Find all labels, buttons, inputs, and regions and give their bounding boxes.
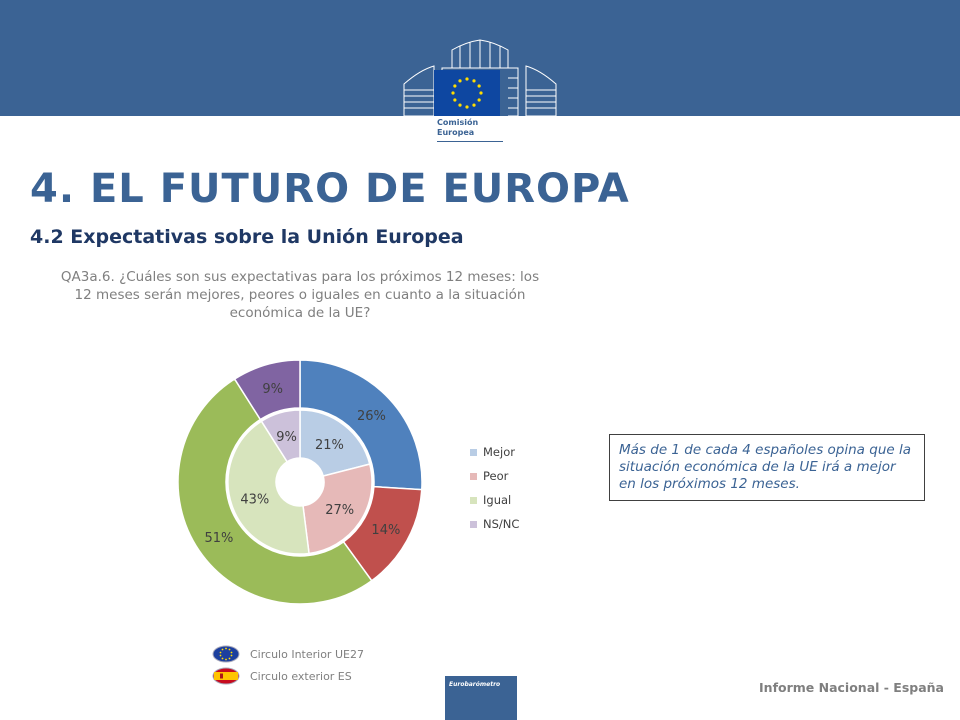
legend-item-mejor: Mejor: [470, 440, 590, 464]
inner-slice-nsnc: [260, 409, 301, 463]
legend-item-nsnc: NS/NC: [470, 512, 590, 536]
outer-slice-nsnc: [233, 359, 301, 421]
berlaymont-building-icon: [403, 39, 557, 117]
inner-slice-mejor: [299, 409, 371, 477]
outer-slice-mejor: [299, 359, 423, 491]
eurobarometro-logo: Eurobarómetro: [445, 676, 517, 720]
section-subtitle: 4.2 Expectativas sobre la Unión Europea: [30, 226, 464, 248]
logo-text: Comisión Europea: [437, 118, 507, 142]
ring-legend-outer: Circulo exterior ES: [212, 665, 364, 687]
footer-label: Informe Nacional - España: [759, 680, 944, 695]
outer-data-label: 9%: [262, 382, 283, 397]
callout-box: Más de 1 de cada 4 españoles opina que l…: [609, 434, 925, 501]
legend-swatch: [470, 496, 477, 504]
ring-legend-outer-label: Circulo exterior ES: [250, 669, 352, 683]
ring-legend-inner-label: Circulo Interior UE27: [250, 647, 364, 661]
chart-legend: Mejor Peor Igual NS/NC: [470, 440, 590, 536]
legend-swatch: [470, 520, 477, 528]
legend-swatch: [470, 472, 477, 480]
legend-label: Peor: [483, 469, 509, 483]
ring-legend: Circulo Interior UE27 Circulo exterior E…: [212, 643, 364, 687]
ring-legend-inner: Circulo Interior UE27: [212, 643, 364, 665]
inner-slice-igual: [227, 420, 310, 555]
eurobarometro-logo-text: Eurobarómetro: [449, 681, 501, 688]
inner-data-label: 27%: [325, 503, 354, 518]
legend-label: Mejor: [483, 445, 515, 459]
legend-item-peor: Peor: [470, 464, 590, 488]
logo-line-2: Europea: [437, 128, 475, 137]
inner-data-label: 43%: [240, 492, 269, 507]
logo-line-1: Comisión: [437, 118, 479, 127]
eu-flag-icon: [212, 645, 240, 663]
legend-label: Igual: [483, 493, 512, 507]
outer-slice-igual: [177, 377, 373, 605]
outer-data-label: 51%: [204, 531, 233, 546]
legend-label: NS/NC: [483, 517, 520, 531]
inner-slice-peor: [302, 463, 373, 555]
legend-item-igual: Igual: [470, 488, 590, 512]
outer-data-label: 26%: [357, 409, 386, 424]
page-title: 4. EL FUTURO DE EUROPA: [30, 166, 630, 212]
spain-flag-icon: [212, 667, 240, 685]
european-commission-logo: Comisión Europea: [400, 38, 560, 150]
question-text: QA3a.6. ¿Cuáles son sus expectativas par…: [60, 269, 540, 321]
legend-swatch: [470, 448, 477, 456]
inner-data-label: 9%: [276, 430, 297, 445]
outer-data-label: 14%: [371, 523, 400, 538]
inner-data-label: 21%: [315, 438, 344, 453]
